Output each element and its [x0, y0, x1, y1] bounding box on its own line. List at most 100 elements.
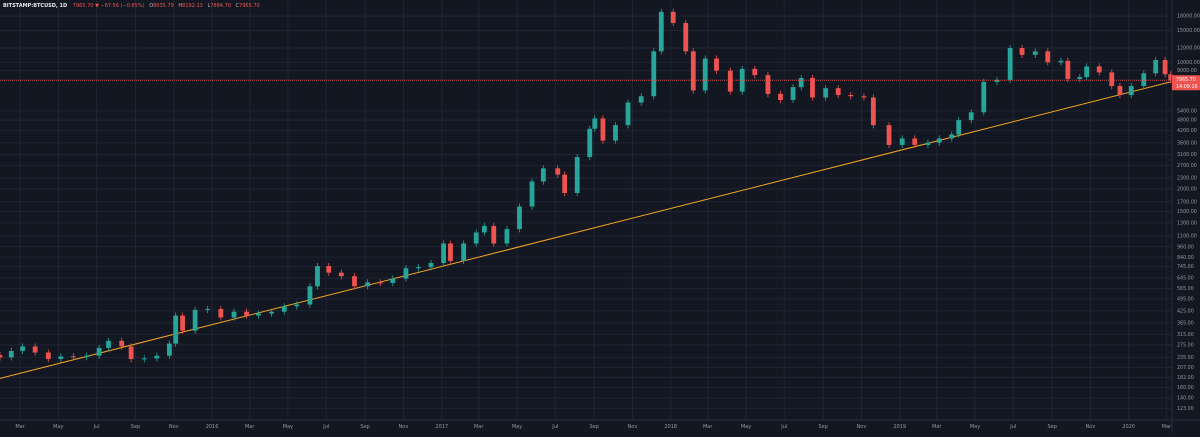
price-tick-label: 18000.00 — [1177, 14, 1200, 20]
time-tick-label: Nov — [169, 424, 179, 430]
candle-body — [1162, 60, 1168, 75]
price-tick-label: 365.00 — [1177, 320, 1194, 326]
time-tick-label: May — [741, 424, 751, 430]
time-axis[interactable]: Mar May Jul Sep Nov 2016 Mar May Jul Sep Nov 2017 Ma… — [15, 424, 1172, 430]
candle-body — [473, 232, 479, 244]
last-price-badge — [1172, 75, 1200, 91]
time-tick-label: Sep — [1047, 424, 1056, 430]
candle-body — [658, 11, 664, 52]
candle-body — [1153, 60, 1159, 74]
price-tick-label: 12000.00 — [1177, 46, 1200, 52]
candle-body — [994, 79, 1000, 82]
candle-body — [562, 174, 568, 193]
open-value: 8035.79 — [153, 3, 174, 9]
candle-body — [1019, 48, 1025, 55]
candle-body — [0, 355, 3, 358]
candle-body — [798, 77, 804, 88]
time-tick-label: Jul — [551, 424, 558, 430]
candle-body — [1117, 86, 1123, 96]
candle-body — [956, 120, 962, 135]
candle-body — [218, 308, 224, 318]
candle-body — [587, 128, 593, 158]
candle-body — [173, 315, 179, 344]
candle-body — [1032, 51, 1038, 55]
candle-body — [338, 272, 344, 277]
candle-body — [294, 304, 300, 307]
bar-countdown-label: 14:09:16 — [1176, 84, 1198, 90]
candle-body — [205, 308, 211, 310]
time-tick-label: 2016 — [206, 424, 219, 430]
candle-body — [390, 278, 396, 283]
candle-body — [790, 87, 796, 100]
candle-body — [1128, 86, 1134, 96]
candle-body — [106, 340, 111, 348]
candle-body — [504, 229, 510, 244]
candle-body — [540, 168, 546, 182]
price-tick-label: 495.00 — [1177, 296, 1194, 302]
candle-body — [1168, 74, 1174, 81]
price-tick-label: 9000.00 — [1177, 68, 1197, 74]
time-tick-label: 2020 — [1122, 424, 1135, 430]
candle-body — [886, 125, 892, 145]
candle-body — [574, 157, 580, 193]
time-tick-label: Sep — [589, 424, 598, 430]
candle-body — [154, 355, 160, 359]
candle-body — [32, 346, 38, 353]
candle-body — [141, 358, 147, 360]
price-tick-label: 207.00 — [1177, 365, 1194, 371]
symbol-label[interactable]: BITSTAMP:BTCUSD, 1D — [3, 3, 68, 9]
candle-body — [315, 266, 320, 287]
candle-body — [861, 96, 867, 98]
time-tick-label: Jul — [1009, 424, 1016, 430]
candle-body — [1141, 73, 1147, 87]
time-tick-label: 2017 — [435, 424, 448, 430]
price-axis[interactable]: 18000.00 15000.00 12000.00 10000.00 9000.00 8… — [1172, 14, 1200, 412]
close-value: 7965.70 — [239, 3, 260, 9]
price-tick-label: 745.00 — [1177, 264, 1194, 270]
price-tick-label: 645.00 — [1177, 276, 1194, 282]
candle-body — [192, 309, 198, 331]
time-tick-label: May — [970, 424, 980, 430]
price-tick-label: 1700.00 — [1177, 199, 1197, 205]
price-tick-label: 1500.00 — [1177, 209, 1197, 215]
candle-body — [167, 343, 172, 356]
time-tick-label: May — [512, 424, 522, 430]
candle-body — [481, 225, 487, 233]
price-tick-label: 160.00 — [1177, 385, 1194, 391]
candle-body — [20, 346, 25, 351]
candle-body — [949, 134, 955, 139]
candle-body — [765, 75, 771, 94]
low-label: L — [207, 3, 211, 9]
candle-body — [823, 88, 829, 98]
time-tick-label: Sep — [360, 424, 369, 430]
price-tick-label: 840.00 — [1177, 255, 1194, 261]
candle-body — [638, 96, 644, 103]
candle-body — [281, 306, 287, 312]
time-tick-label: Mar — [15, 424, 25, 430]
candle-body — [727, 70, 733, 92]
candle-body — [365, 282, 371, 287]
candle-body — [256, 313, 261, 316]
price-tick-label: 5400.00 — [1177, 108, 1197, 114]
candle-body — [848, 95, 854, 97]
price-tick-label: 1300.00 — [1177, 220, 1197, 226]
time-tick-label: Sep — [818, 424, 827, 430]
candle-body — [925, 142, 931, 145]
time-tick-label: Jul — [322, 424, 329, 430]
candle-body — [670, 11, 676, 23]
price-tick-label: 3100.00 — [1177, 152, 1197, 158]
candle-body — [1007, 48, 1013, 80]
time-tick-label: Nov — [628, 424, 638, 430]
candle-body — [1077, 77, 1083, 79]
candle-body — [613, 125, 618, 141]
price-tick-label: 1100.00 — [1177, 234, 1197, 240]
price-tick-label: 275.00 — [1177, 343, 1194, 349]
time-tick-label: Nov — [1086, 424, 1096, 430]
candle-body — [702, 58, 708, 91]
candle-body — [416, 267, 421, 269]
candle-body — [307, 286, 313, 305]
open-label: O — [149, 3, 154, 9]
candle-body — [778, 93, 783, 100]
